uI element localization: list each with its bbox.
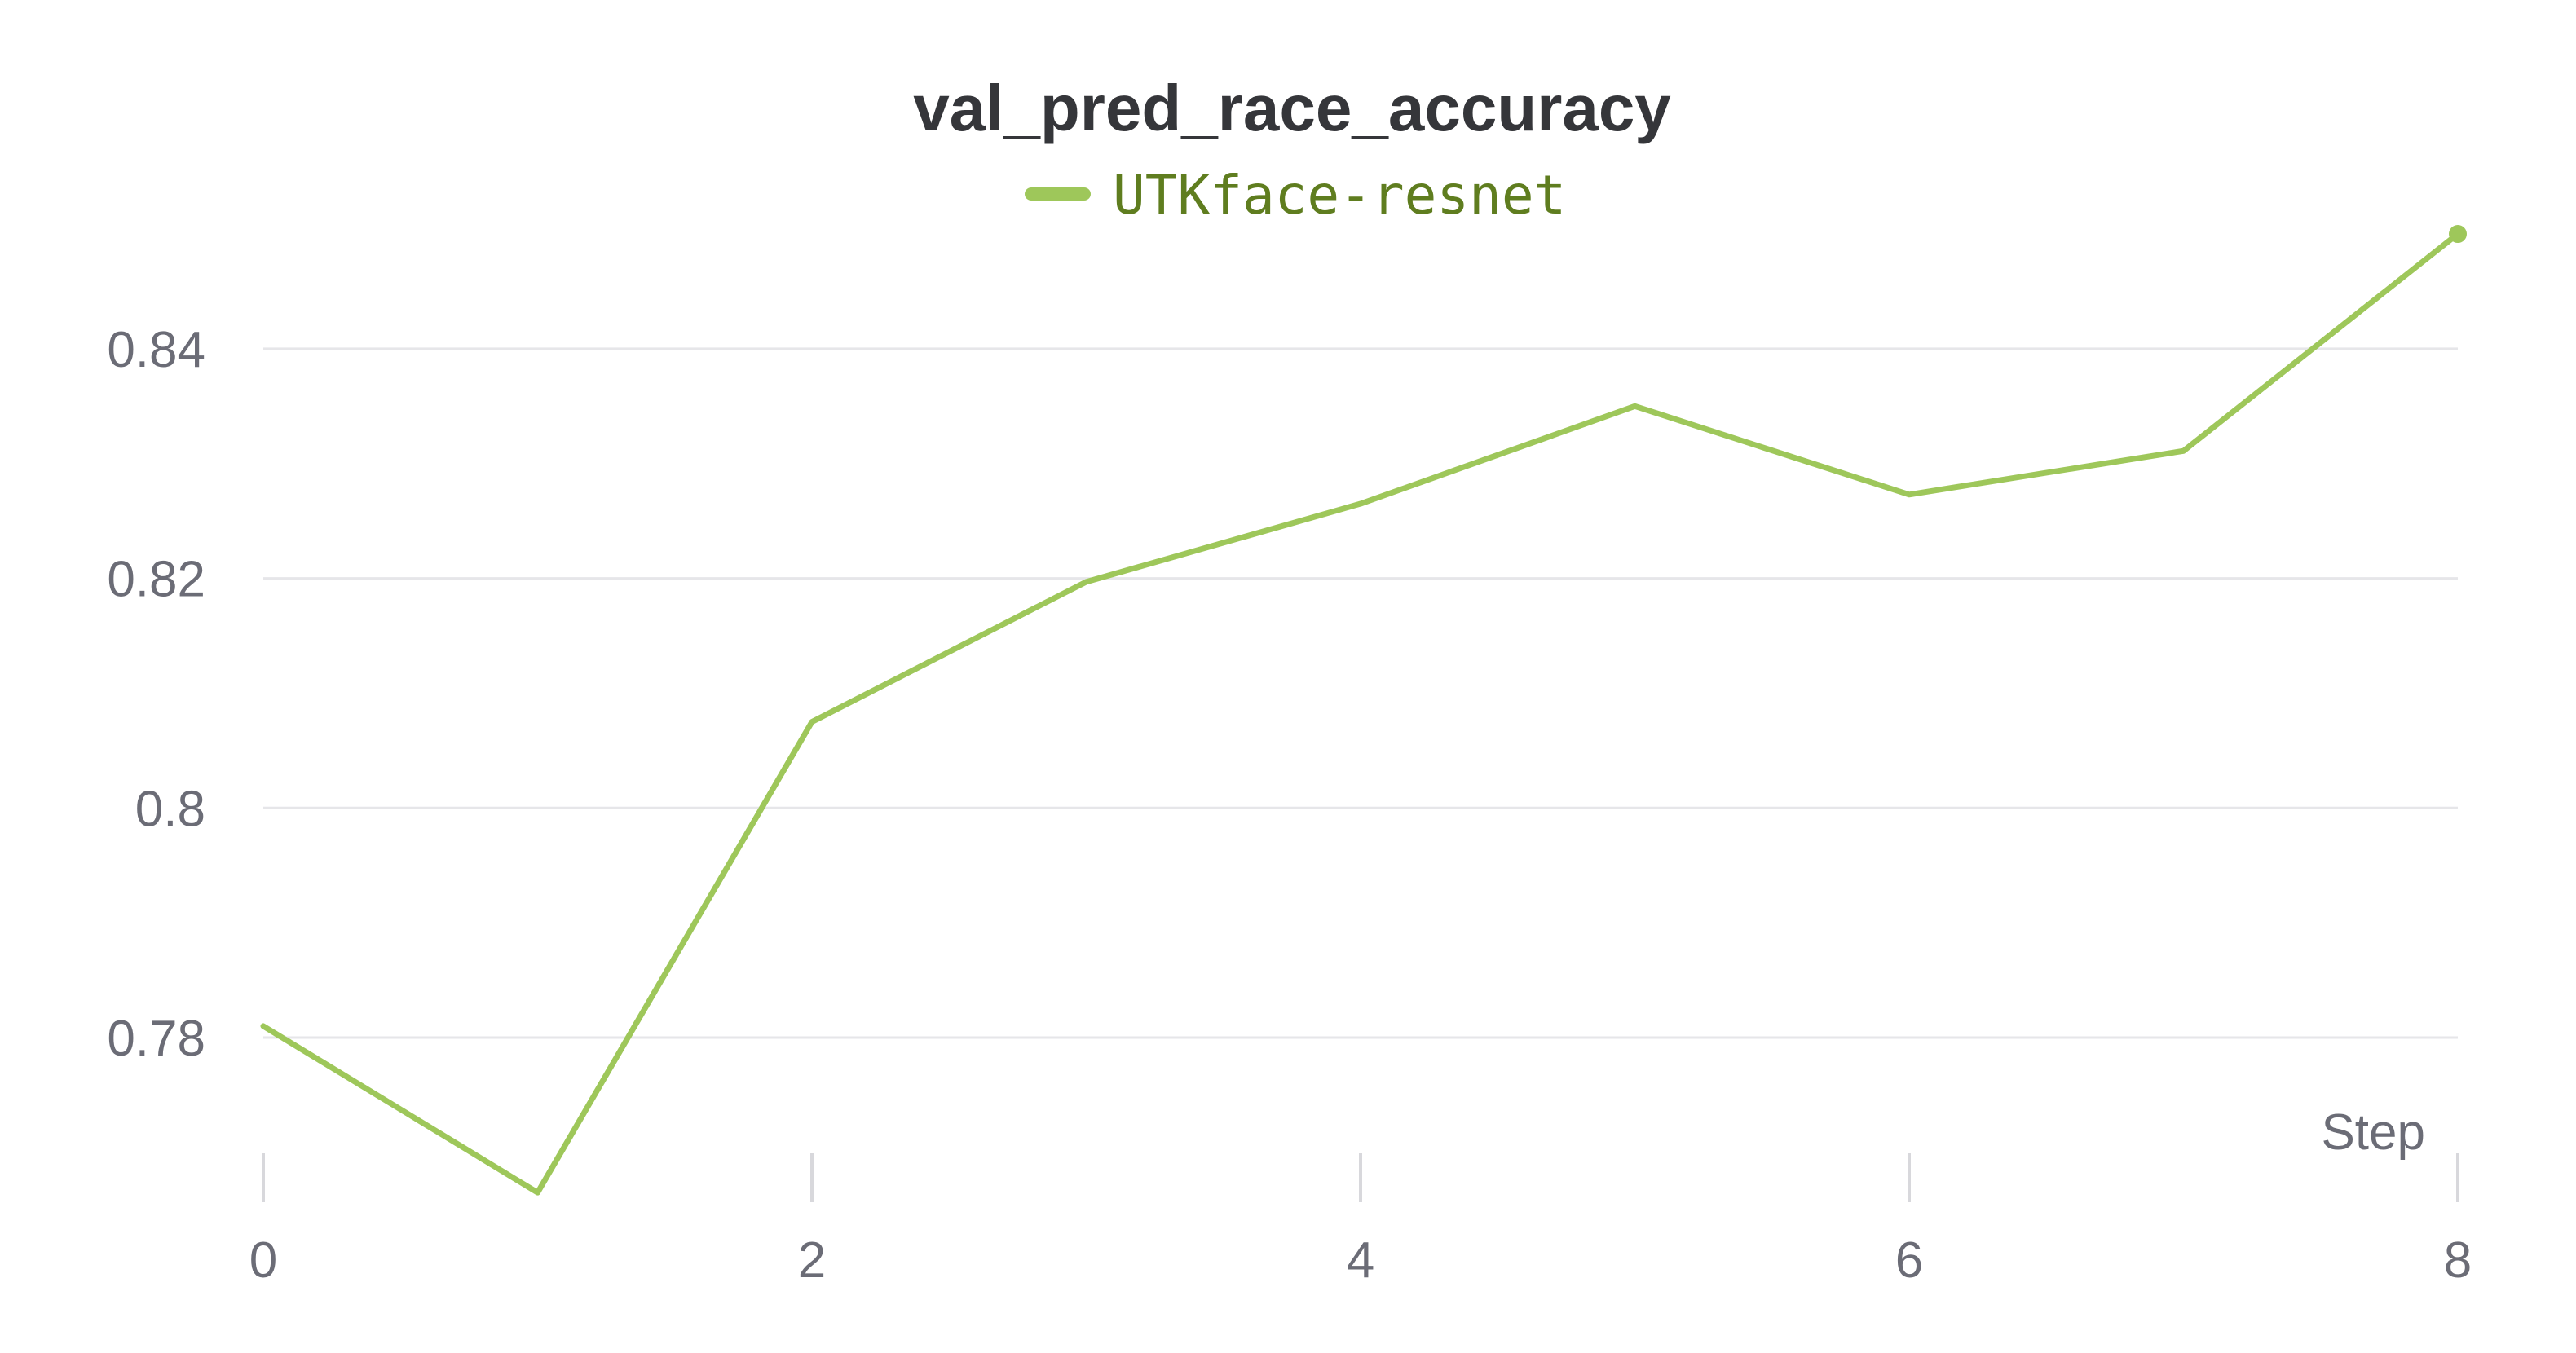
x-axis: 0 2 4 6 8 [249, 1153, 2472, 1289]
x-axis-label: Step [2321, 1104, 2425, 1161]
y-axis: 0.78 0.8 0.82 0.84 [107, 322, 205, 1067]
series-layer [260, 225, 2467, 1196]
chart-title: val_pred_race_accuracy [913, 72, 1671, 144]
y-tick-label: 0.78 [107, 1011, 205, 1067]
y-tick-label: 0.84 [107, 322, 205, 378]
series-line [260, 231, 2461, 1196]
legend: UTKface-resnet [1025, 164, 1566, 227]
x-tick-label: 8 [2444, 1232, 2472, 1289]
y-tick-label: 0.8 [135, 781, 205, 837]
x-tick-label: 2 [798, 1232, 826, 1289]
y-tick-label: 0.82 [107, 552, 205, 608]
legend-label: UTKface-resnet [1113, 164, 1566, 227]
x-tick-label: 6 [1895, 1232, 1923, 1289]
series-end-point [2449, 225, 2467, 244]
x-tick-label: 0 [249, 1232, 277, 1289]
grid-lines [263, 347, 2458, 1039]
x-tick-label: 4 [1347, 1232, 1374, 1289]
